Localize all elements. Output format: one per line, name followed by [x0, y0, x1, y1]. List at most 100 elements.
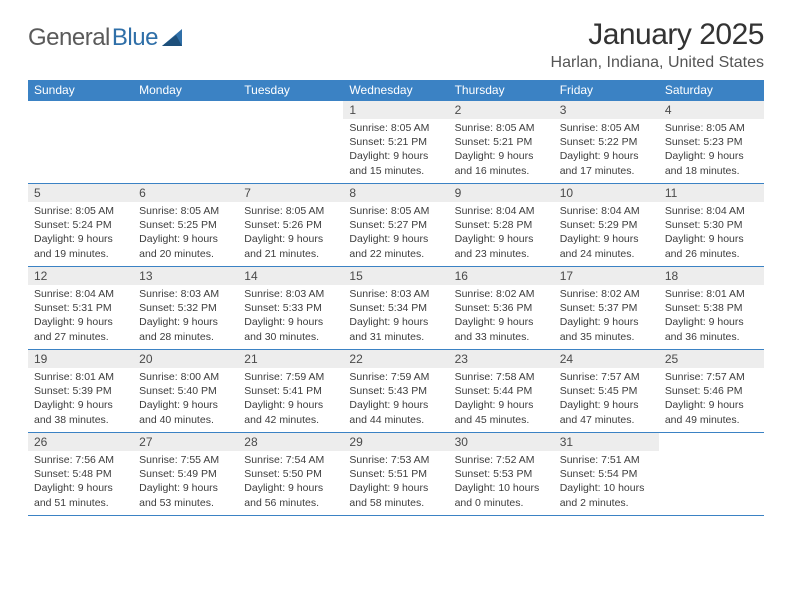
day-body: Sunrise: 7:51 AMSunset: 5:54 PMDaylight:… — [554, 451, 659, 514]
day-sunset: Sunset: 5:32 PM — [139, 301, 232, 315]
day-daylight: Daylight: 9 hours and 18 minutes. — [665, 149, 758, 177]
day-daylight: Daylight: 9 hours and 42 minutes. — [244, 398, 337, 426]
day-sunrise: Sunrise: 7:56 AM — [34, 453, 127, 467]
day-sunrise: Sunrise: 8:00 AM — [139, 370, 232, 384]
day-daylight: Daylight: 9 hours and 20 minutes. — [139, 232, 232, 260]
day-sunrise: Sunrise: 8:05 AM — [349, 121, 442, 135]
day-daylight: Daylight: 9 hours and 47 minutes. — [560, 398, 653, 426]
day-body: Sunrise: 8:03 AMSunset: 5:32 PMDaylight:… — [133, 285, 238, 348]
day-sunset: Sunset: 5:39 PM — [34, 384, 127, 398]
day-body: Sunrise: 8:05 AMSunset: 5:21 PMDaylight:… — [449, 119, 554, 182]
day-cell: 1Sunrise: 8:05 AMSunset: 5:21 PMDaylight… — [343, 101, 448, 183]
day-number: 10 — [554, 184, 659, 202]
day-cell: 10Sunrise: 8:04 AMSunset: 5:29 PMDayligh… — [554, 184, 659, 266]
day-sunset: Sunset: 5:50 PM — [244, 467, 337, 481]
day-daylight: Daylight: 9 hours and 27 minutes. — [34, 315, 127, 343]
day-number: 25 — [659, 350, 764, 368]
day-number: 28 — [238, 433, 343, 451]
day-cell — [133, 101, 238, 183]
day-daylight: Daylight: 9 hours and 45 minutes. — [455, 398, 548, 426]
day-daylight: Daylight: 9 hours and 35 minutes. — [560, 315, 653, 343]
day-number: 17 — [554, 267, 659, 285]
day-sunrise: Sunrise: 8:05 AM — [560, 121, 653, 135]
day-sunrise: Sunrise: 8:05 AM — [244, 204, 337, 218]
title-block: January 2025 Harlan, Indiana, United Sta… — [551, 18, 764, 72]
weeks-container: 1Sunrise: 8:05 AMSunset: 5:21 PMDaylight… — [28, 101, 764, 516]
day-sunrise: Sunrise: 8:05 AM — [349, 204, 442, 218]
day-number: 9 — [449, 184, 554, 202]
day-number: 6 — [133, 184, 238, 202]
day-number: 24 — [554, 350, 659, 368]
day-cell: 15Sunrise: 8:03 AMSunset: 5:34 PMDayligh… — [343, 267, 448, 349]
day-sunset: Sunset: 5:24 PM — [34, 218, 127, 232]
day-cell: 31Sunrise: 7:51 AMSunset: 5:54 PMDayligh… — [554, 433, 659, 515]
day-cell: 19Sunrise: 8:01 AMSunset: 5:39 PMDayligh… — [28, 350, 133, 432]
day-body: Sunrise: 8:01 AMSunset: 5:39 PMDaylight:… — [28, 368, 133, 431]
day-cell: 21Sunrise: 7:59 AMSunset: 5:41 PMDayligh… — [238, 350, 343, 432]
day-number: 22 — [343, 350, 448, 368]
day-daylight: Daylight: 9 hours and 15 minutes. — [349, 149, 442, 177]
week-row: 12Sunrise: 8:04 AMSunset: 5:31 PMDayligh… — [28, 267, 764, 350]
day-number: 19 — [28, 350, 133, 368]
day-sunrise: Sunrise: 7:59 AM — [349, 370, 442, 384]
day-body: Sunrise: 8:05 AMSunset: 5:25 PMDaylight:… — [133, 202, 238, 265]
day-daylight: Daylight: 9 hours and 36 minutes. — [665, 315, 758, 343]
day-sunrise: Sunrise: 8:01 AM — [34, 370, 127, 384]
day-body: Sunrise: 8:02 AMSunset: 5:36 PMDaylight:… — [449, 285, 554, 348]
day-cell: 12Sunrise: 8:04 AMSunset: 5:31 PMDayligh… — [28, 267, 133, 349]
day-body: Sunrise: 7:54 AMSunset: 5:50 PMDaylight:… — [238, 451, 343, 514]
weekday-header: Tuesday — [238, 80, 343, 101]
day-cell: 8Sunrise: 8:05 AMSunset: 5:27 PMDaylight… — [343, 184, 448, 266]
day-daylight: Daylight: 9 hours and 26 minutes. — [665, 232, 758, 260]
day-cell: 23Sunrise: 7:58 AMSunset: 5:44 PMDayligh… — [449, 350, 554, 432]
day-body: Sunrise: 8:04 AMSunset: 5:29 PMDaylight:… — [554, 202, 659, 265]
day-daylight: Daylight: 9 hours and 19 minutes. — [34, 232, 127, 260]
day-body: Sunrise: 8:04 AMSunset: 5:31 PMDaylight:… — [28, 285, 133, 348]
day-daylight: Daylight: 9 hours and 28 minutes. — [139, 315, 232, 343]
header: GeneralBlue January 2025 Harlan, Indiana… — [28, 18, 764, 72]
day-sunrise: Sunrise: 8:03 AM — [139, 287, 232, 301]
day-sunrise: Sunrise: 8:02 AM — [560, 287, 653, 301]
day-sunset: Sunset: 5:41 PM — [244, 384, 337, 398]
day-daylight: Daylight: 9 hours and 49 minutes. — [665, 398, 758, 426]
day-sunset: Sunset: 5:27 PM — [349, 218, 442, 232]
day-number: 14 — [238, 267, 343, 285]
day-number: 29 — [343, 433, 448, 451]
day-body: Sunrise: 8:05 AMSunset: 5:23 PMDaylight:… — [659, 119, 764, 182]
day-sunrise: Sunrise: 8:04 AM — [34, 287, 127, 301]
day-sunset: Sunset: 5:44 PM — [455, 384, 548, 398]
day-sunset: Sunset: 5:31 PM — [34, 301, 127, 315]
day-sunrise: Sunrise: 8:05 AM — [34, 204, 127, 218]
day-daylight: Daylight: 9 hours and 38 minutes. — [34, 398, 127, 426]
weekday-header: Thursday — [449, 80, 554, 101]
sail-icon — [162, 29, 184, 47]
day-body: Sunrise: 8:03 AMSunset: 5:34 PMDaylight:… — [343, 285, 448, 348]
day-sunrise: Sunrise: 8:05 AM — [665, 121, 758, 135]
brand-part1: General — [28, 24, 110, 52]
day-cell: 4Sunrise: 8:05 AMSunset: 5:23 PMDaylight… — [659, 101, 764, 183]
day-daylight: Daylight: 9 hours and 51 minutes. — [34, 481, 127, 509]
day-cell: 24Sunrise: 7:57 AMSunset: 5:45 PMDayligh… — [554, 350, 659, 432]
day-sunset: Sunset: 5:29 PM — [560, 218, 653, 232]
day-daylight: Daylight: 10 hours and 0 minutes. — [455, 481, 548, 509]
day-number: 4 — [659, 101, 764, 119]
day-sunrise: Sunrise: 7:52 AM — [455, 453, 548, 467]
day-body: Sunrise: 8:05 AMSunset: 5:26 PMDaylight:… — [238, 202, 343, 265]
day-number: 1 — [343, 101, 448, 119]
day-sunset: Sunset: 5:22 PM — [560, 135, 653, 149]
day-body: Sunrise: 7:58 AMSunset: 5:44 PMDaylight:… — [449, 368, 554, 431]
day-cell: 17Sunrise: 8:02 AMSunset: 5:37 PMDayligh… — [554, 267, 659, 349]
day-cell: 25Sunrise: 7:57 AMSunset: 5:46 PMDayligh… — [659, 350, 764, 432]
day-cell: 3Sunrise: 8:05 AMSunset: 5:22 PMDaylight… — [554, 101, 659, 183]
day-sunset: Sunset: 5:46 PM — [665, 384, 758, 398]
day-daylight: Daylight: 9 hours and 58 minutes. — [349, 481, 442, 509]
weekday-header: Wednesday — [343, 80, 448, 101]
day-sunset: Sunset: 5:51 PM — [349, 467, 442, 481]
day-daylight: Daylight: 9 hours and 33 minutes. — [455, 315, 548, 343]
day-sunset: Sunset: 5:54 PM — [560, 467, 653, 481]
day-cell: 30Sunrise: 7:52 AMSunset: 5:53 PMDayligh… — [449, 433, 554, 515]
day-cell: 22Sunrise: 7:59 AMSunset: 5:43 PMDayligh… — [343, 350, 448, 432]
day-sunset: Sunset: 5:45 PM — [560, 384, 653, 398]
day-cell: 29Sunrise: 7:53 AMSunset: 5:51 PMDayligh… — [343, 433, 448, 515]
week-row: 5Sunrise: 8:05 AMSunset: 5:24 PMDaylight… — [28, 184, 764, 267]
